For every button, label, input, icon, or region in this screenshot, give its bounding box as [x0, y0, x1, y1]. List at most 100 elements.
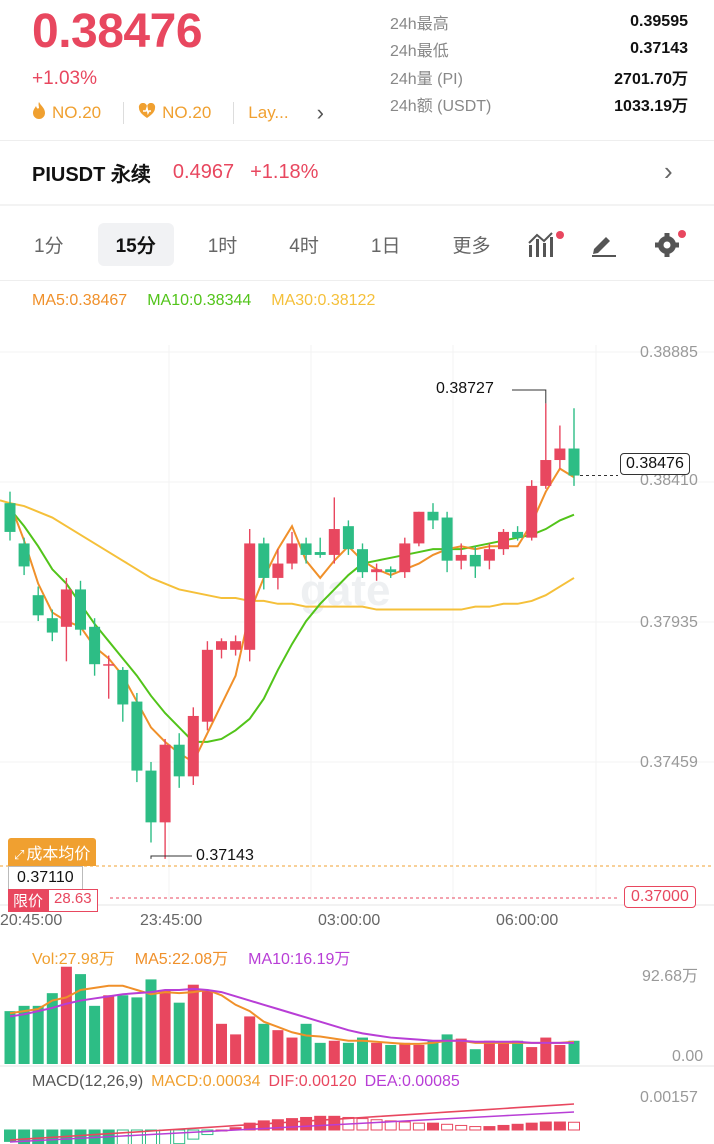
dif-value: DIF:0.00120	[268, 1073, 357, 1090]
draw-pen-icon[interactable]	[590, 231, 618, 262]
fav-tag[interactable]: NO.20	[138, 102, 211, 124]
price-axis-label: 0.37935	[640, 614, 698, 631]
layer-tag[interactable]: Lay...	[248, 103, 288, 123]
stat-value: 2701.70万	[614, 70, 688, 88]
volume-bar	[187, 984, 199, 1064]
vol-ma5-legend: MA5:22.08万	[134, 951, 229, 968]
limit-label: 限价	[8, 889, 49, 912]
vol-axis-label: 0.00	[672, 1048, 704, 1065]
candle	[18, 543, 30, 567]
stats-panel: 24h最高 0.39595 24h最低 0.37143 24h量 (PI) 2701.…	[390, 8, 688, 118]
candle	[244, 543, 256, 650]
candle	[46, 618, 58, 633]
limit-order-tag[interactable]: 限价 28.63	[8, 889, 98, 912]
tab-4h[interactable]: 4时	[289, 235, 319, 257]
candle	[258, 543, 270, 578]
tab-15m[interactable]: 15分	[97, 222, 174, 266]
volume-bar	[131, 997, 143, 1064]
volume-bar	[342, 1042, 354, 1064]
candle	[427, 511, 439, 521]
macd-legend: MACD(12,26,9) MACD:0.00034 DIF:0.00120 D…	[32, 1073, 460, 1091]
candle	[159, 744, 171, 823]
vol-axis-label: 92.68万	[642, 968, 699, 985]
tab-1m[interactable]: 1分	[34, 235, 64, 257]
macd-bar	[187, 1129, 200, 1140]
indicator-icon[interactable]	[527, 229, 567, 264]
macd-bar	[286, 1118, 298, 1131]
candle	[103, 664, 115, 666]
macd-bar	[74, 1129, 87, 1144]
chevron-right-icon[interactable]: ›	[316, 100, 324, 125]
timeframe-tabs: 1分 15分 1时 4时 1日 更多	[0, 222, 714, 266]
volume-bar	[455, 1038, 467, 1064]
volume-bar	[103, 995, 115, 1064]
tab-1h[interactable]: 1时	[207, 235, 238, 257]
ma-legend: MA5:0.38467 MA10:0.38344 MA30:0.38122	[32, 292, 375, 310]
candle	[216, 641, 227, 650]
chevron-right-icon[interactable]: ›	[664, 156, 673, 186]
candle	[32, 595, 44, 616]
volume-legend: Vol:27.98万 MA5:22.08万 MA10:16.19万	[32, 945, 350, 969]
volume-bar	[216, 1023, 227, 1064]
volume-bar	[300, 1023, 312, 1064]
macd-histogram	[4, 1103, 580, 1144]
volume-bar	[46, 993, 58, 1064]
macd-bar	[469, 1126, 482, 1131]
volume-bar	[272, 1030, 284, 1064]
volume-bar	[159, 989, 171, 1064]
macd-bar	[32, 1129, 45, 1144]
ma5-line	[9, 467, 575, 764]
volume-bar	[469, 1049, 481, 1064]
macd-bar	[398, 1121, 411, 1131]
stat-value: 0.37143	[630, 40, 688, 58]
tag-divider	[123, 102, 125, 124]
volume-bars	[4, 966, 580, 1064]
avg-cost-label[interactable]: ⤢ 成本均价	[8, 838, 97, 866]
macd-bar	[300, 1116, 313, 1131]
macd-bar	[145, 1129, 157, 1144]
avg-cost-text: 成本均价	[26, 846, 91, 863]
divider	[0, 140, 714, 141]
macd-bar	[130, 1129, 143, 1144]
stat-value: 1033.19万	[614, 98, 688, 116]
high-marker: 0.38727	[436, 380, 494, 397]
gear-icon[interactable]	[654, 229, 688, 264]
candle	[554, 448, 566, 461]
low-marker-line	[150, 855, 192, 859]
candle	[526, 485, 538, 538]
hot-tag[interactable]: NO.20	[32, 101, 101, 125]
volume-bar	[314, 1042, 326, 1064]
candle	[314, 552, 326, 555]
volume-bar	[427, 1040, 439, 1064]
tab-1d[interactable]: 1日	[370, 235, 401, 257]
volume-bar	[441, 1034, 453, 1064]
vol-ma10-legend: MA10:16.19万	[248, 951, 351, 968]
volume-bar	[4, 1011, 16, 1064]
current-price-tag: 0.38476	[620, 453, 690, 475]
volume-bar	[286, 1037, 298, 1064]
avg-cost-value: 0.37110	[8, 866, 83, 890]
fire-icon	[32, 101, 46, 125]
time-axis-label: 23:45:00	[140, 912, 203, 929]
macd-bar	[427, 1122, 439, 1131]
candle	[483, 549, 495, 561]
macd-bar	[314, 1115, 327, 1131]
price-axis-label: 0.37459	[640, 754, 698, 771]
volume-bar	[328, 1040, 340, 1064]
candle	[441, 517, 453, 561]
macd-bar	[511, 1123, 524, 1131]
candle	[201, 649, 213, 722]
volume-bar	[399, 1042, 411, 1064]
limit-price-tag: 0.37000	[624, 886, 696, 908]
volume-bar	[32, 1005, 44, 1064]
macd-bar	[483, 1126, 496, 1131]
tab-more[interactable]: 更多	[452, 235, 491, 257]
candle	[399, 543, 411, 573]
divider	[0, 204, 714, 206]
volume-bar	[385, 1044, 397, 1064]
chart-grid	[0, 345, 714, 1067]
perpetual-row[interactable]: PIUSDT 永续 0.4967 +1.18%	[32, 158, 318, 187]
candle	[187, 715, 199, 777]
candles	[4, 403, 580, 859]
